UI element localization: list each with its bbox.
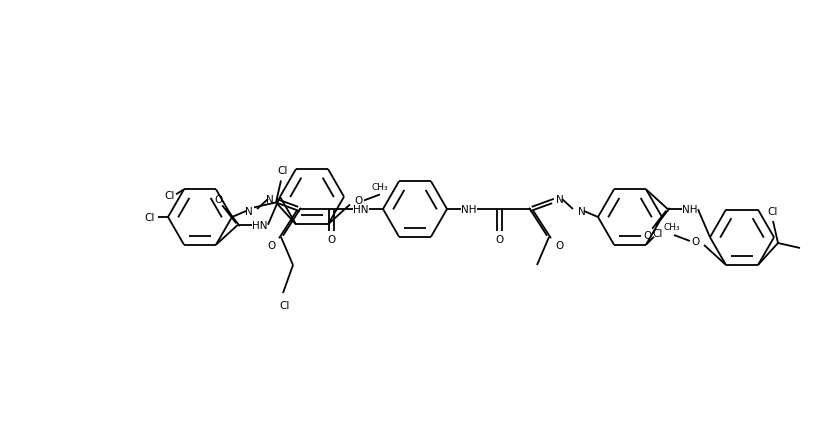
Text: O: O: [354, 196, 362, 206]
Text: CH₃: CH₃: [664, 223, 681, 232]
Text: CH₃: CH₃: [371, 182, 388, 191]
Text: NH: NH: [682, 205, 698, 215]
Text: Cl: Cl: [165, 191, 175, 201]
Text: N: N: [578, 206, 586, 216]
Text: N: N: [556, 194, 564, 205]
Text: O: O: [214, 194, 222, 204]
Text: O: O: [555, 240, 563, 250]
Text: O: O: [692, 237, 701, 246]
Text: O: O: [327, 234, 335, 244]
Text: N: N: [266, 194, 274, 205]
Text: NH: NH: [461, 205, 477, 215]
Text: N: N: [245, 206, 253, 216]
Text: Cl: Cl: [653, 228, 663, 238]
Text: HN: HN: [353, 205, 369, 215]
Text: O: O: [644, 231, 652, 241]
Text: O: O: [267, 240, 275, 250]
Text: HN: HN: [253, 220, 268, 230]
Text: Cl: Cl: [768, 206, 778, 216]
Text: Cl: Cl: [280, 300, 290, 310]
Text: O: O: [495, 234, 503, 244]
Text: Cl: Cl: [145, 212, 155, 222]
Text: Cl: Cl: [278, 166, 288, 176]
